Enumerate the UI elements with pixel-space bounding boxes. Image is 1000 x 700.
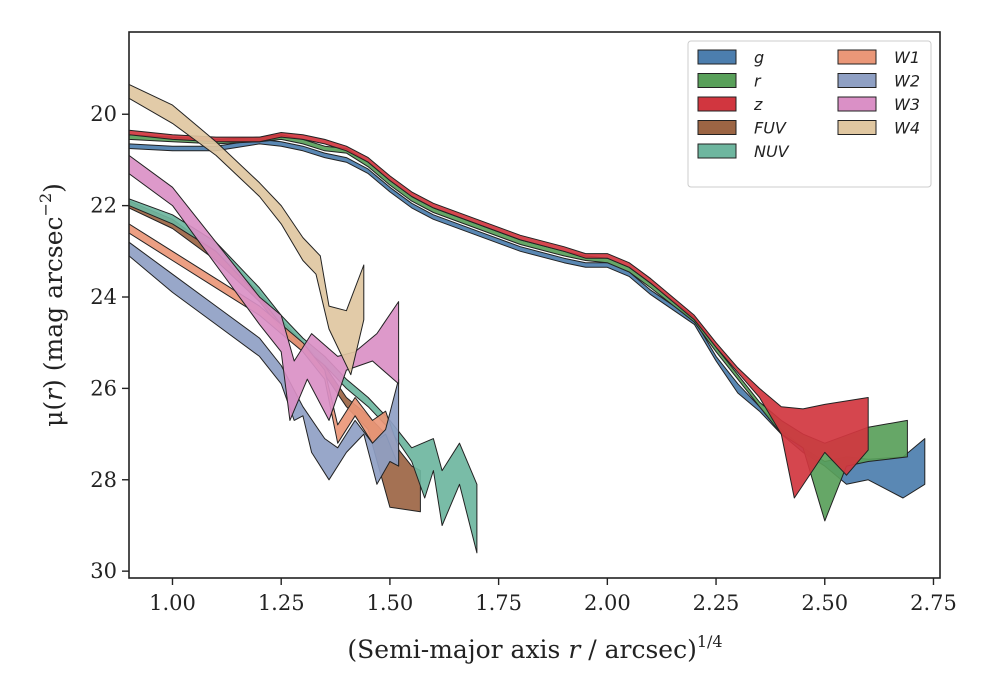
series-area-z <box>129 129 869 499</box>
y-tick-label: 22 <box>90 194 117 218</box>
legend-swatch-w1 <box>837 49 877 65</box>
legend-label-nuv: NUV <box>754 142 790 161</box>
x-tick-label: 1.50 <box>367 591 414 615</box>
legend-swatch-nuv <box>697 143 737 159</box>
legend-label-w4: W4 <box>894 119 920 138</box>
legend-label-r: r <box>754 72 762 91</box>
legend-label-fuv: FUV <box>754 119 787 138</box>
legend-swatch-w4 <box>837 120 877 135</box>
series-areas <box>129 84 926 554</box>
legend-label-w1: W1 <box>894 48 920 67</box>
x-axis: 1.00 1.25 1.50 1.75 2.00 2.25 2.50 2.75 <box>149 578 957 615</box>
series-area-w3 <box>129 154 400 421</box>
legend-label-w2: W2 <box>894 72 920 91</box>
x-tick-label: 2.00 <box>584 591 631 615</box>
legend-label-g: g <box>754 48 764 67</box>
y-tick-label: 28 <box>90 468 117 492</box>
legend-swatch-w2 <box>837 73 877 88</box>
y-tick-label: 20 <box>90 102 117 126</box>
y-axis-label: μ(r) (mag arcsec−2) <box>36 183 68 427</box>
legend-swatch-fuv <box>697 120 737 135</box>
legend-label-z: z <box>753 95 763 114</box>
legend-swatch-z <box>697 96 737 112</box>
y-tick-label: 26 <box>90 376 117 400</box>
legend-swatch-g <box>697 49 737 65</box>
x-tick-label: 2.75 <box>910 591 957 615</box>
series-area-w4 <box>129 84 365 376</box>
x-tick-label: 2.25 <box>693 591 740 615</box>
x-tick-label: 1.00 <box>149 591 196 615</box>
x-axis-label: (Semi-major axis r / arcsec)1/4 <box>347 632 722 664</box>
legend-swatch-w3 <box>837 96 877 112</box>
x-tick-label: 2.50 <box>801 591 848 615</box>
y-axis: 20 22 24 26 28 30 <box>90 102 129 583</box>
x-tick-label: 1.25 <box>258 591 305 615</box>
legend: grz FUV NUV W1 W2 W3 W4 <box>687 40 932 188</box>
plot-frame <box>128 31 941 579</box>
y-tick-label: 30 <box>90 559 117 583</box>
legend-swatch-r <box>697 73 737 88</box>
y-tick-label: 24 <box>90 285 117 309</box>
legend-label-w3: W3 <box>894 95 920 114</box>
x-tick-label: 1.75 <box>475 591 522 615</box>
